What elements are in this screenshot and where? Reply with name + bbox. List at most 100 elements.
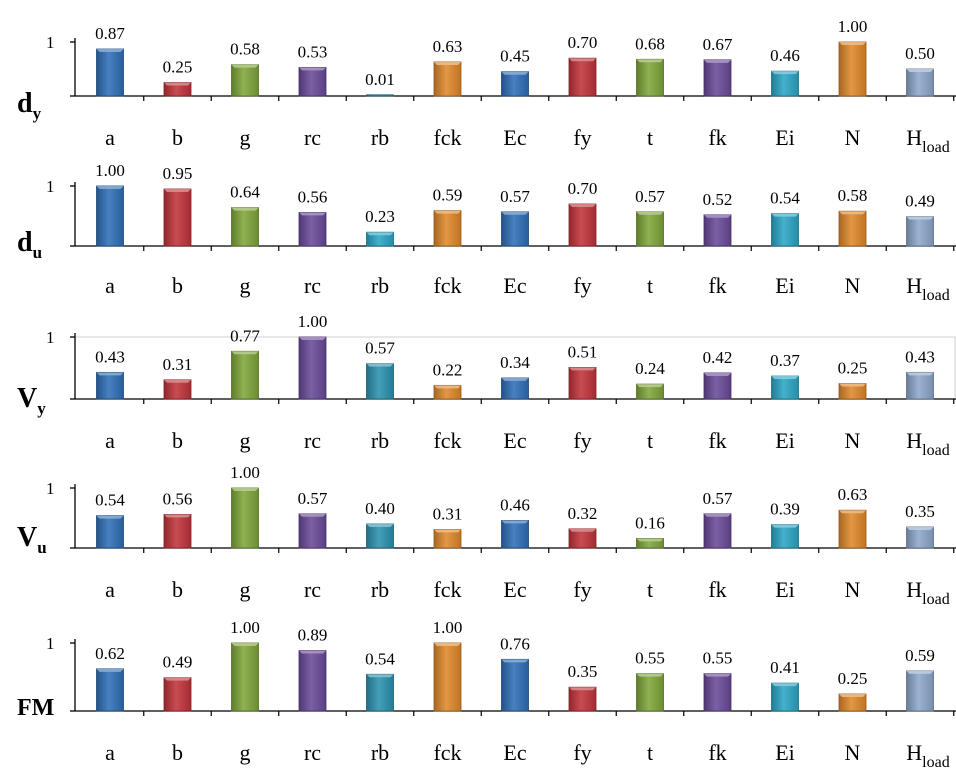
bar-bevel <box>839 694 866 697</box>
value-label: 0.64 <box>230 183 260 202</box>
category-label: a <box>105 740 115 765</box>
category-label: Hload <box>906 273 949 304</box>
bar-Ec <box>501 520 529 549</box>
bar-bevel <box>569 367 596 371</box>
bar-bevel <box>231 207 259 211</box>
bar-rb <box>366 673 394 712</box>
chart-panel-2: 1 du 1.00 a 0.95 b 0.64 g 0.56 rc 0.23 rb 0.59 fck 0.5… <box>17 161 956 304</box>
value-label: 0.49 <box>905 192 935 211</box>
bar-bevel <box>299 212 326 216</box>
value-label: 0.35 <box>905 502 935 521</box>
value-label: 0.50 <box>905 44 935 63</box>
category-label: b <box>172 577 183 602</box>
value-label: 0.54 <box>95 491 125 510</box>
y-tick-label: 1 <box>46 479 55 498</box>
bar-g <box>231 642 259 712</box>
category-label: Ec <box>503 740 526 765</box>
bar-bevel <box>501 71 529 75</box>
category-label: fk <box>708 428 726 453</box>
value-label: 0.39 <box>770 500 800 519</box>
bar-bevel <box>501 520 529 524</box>
value-label: 0.56 <box>298 187 328 206</box>
bar-Ec <box>501 658 529 712</box>
bar-Ec <box>501 71 529 97</box>
category-label: t <box>647 273 653 298</box>
value-label: 0.22 <box>433 360 463 379</box>
category-label: N <box>845 273 861 298</box>
value-label: 0.59 <box>433 186 463 205</box>
bar-bevel <box>164 82 191 86</box>
category-label: N <box>845 125 861 150</box>
bar-g <box>231 350 259 400</box>
category-label: N <box>845 740 861 765</box>
bar-Ec <box>501 377 529 400</box>
bar-N <box>838 210 867 247</box>
value-label: 0.52 <box>703 190 733 209</box>
bar-bevel <box>501 377 529 381</box>
bar-a <box>96 515 124 549</box>
bar-bevel <box>771 376 799 380</box>
category-label: Ec <box>503 273 526 298</box>
value-label: 1.00 <box>230 618 260 637</box>
bar-bevel <box>231 643 259 646</box>
bar-Ei <box>771 524 799 549</box>
category-label: rb <box>371 577 389 602</box>
value-label: 0.53 <box>298 42 328 61</box>
bar-a <box>96 185 124 247</box>
bar-bevel <box>839 211 866 215</box>
category-label: Ec <box>503 577 526 602</box>
series-label: dy <box>17 88 42 123</box>
category-label: N <box>845 428 861 453</box>
value-label: 0.57 <box>298 489 328 508</box>
category-label: fck <box>433 273 461 298</box>
bar-fy <box>568 203 597 247</box>
category-label: g <box>240 740 251 765</box>
bar-bevel <box>636 384 664 388</box>
value-label: 0.56 <box>163 489 193 508</box>
bar-b <box>163 514 192 549</box>
bar-fk <box>703 513 732 549</box>
category-label: Ei <box>775 125 795 150</box>
value-label: 0.32 <box>568 504 598 523</box>
category-label: t <box>647 740 653 765</box>
bar-bevel <box>501 211 529 215</box>
value-label: 0.49 <box>163 653 193 672</box>
y-tick-label: 1 <box>46 328 55 347</box>
category-label: Hload <box>906 740 949 769</box>
value-label: 0.46 <box>770 46 800 65</box>
value-label: 0.46 <box>500 495 530 514</box>
value-label: 0.23 <box>365 207 395 226</box>
bar-bevel <box>231 488 259 491</box>
category-label: Hload <box>906 125 949 156</box>
category-label: g <box>240 273 251 298</box>
bar-bevel <box>366 674 394 678</box>
value-label: 0.54 <box>365 649 395 668</box>
bar-fk <box>703 59 732 97</box>
value-label: 0.87 <box>95 24 125 43</box>
category-label: t <box>647 577 653 602</box>
bar-bevel <box>299 650 326 654</box>
chart-panel-5: 1 FM 0.62 a 0.49 b 1.00 g 0.89 rc 0.54 rb 1.00 fck 0.7… <box>17 618 956 769</box>
bar-N <box>838 509 867 549</box>
bar-bevel <box>906 527 934 530</box>
value-label: 0.37 <box>770 351 800 370</box>
bar-rb <box>366 94 394 97</box>
bar-bevel <box>164 677 191 681</box>
category-label: Hload <box>906 577 949 608</box>
category-label: Ec <box>503 428 526 453</box>
category-label: fck <box>433 740 461 765</box>
value-label: 0.70 <box>568 179 598 198</box>
bar-a <box>96 371 124 400</box>
series-label: du <box>17 227 42 262</box>
value-label: 0.35 <box>568 662 598 681</box>
bar-bevel <box>164 189 191 192</box>
category-label: fck <box>433 125 461 150</box>
bar-bevel <box>704 513 731 517</box>
category-label: rb <box>371 125 389 150</box>
bar-b <box>163 677 192 712</box>
y-tick-label: 1 <box>46 33 55 52</box>
bar-fk <box>703 673 732 712</box>
bar-bevel <box>366 524 394 527</box>
value-label: 0.68 <box>635 34 665 53</box>
category-label: g <box>240 125 251 150</box>
